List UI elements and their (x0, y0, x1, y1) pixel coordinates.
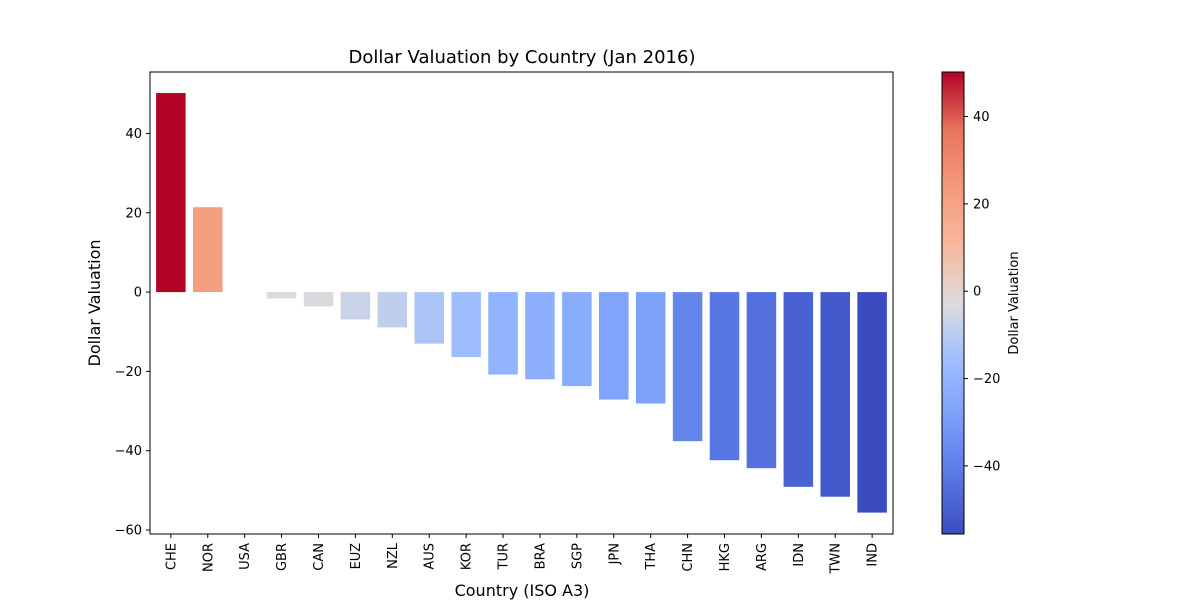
bar-idn (783, 292, 814, 487)
bar-nzl (377, 292, 408, 328)
bar-twn (820, 292, 850, 497)
x-tick-label: USA (238, 543, 253, 570)
bar-tha (635, 292, 666, 404)
y-axis-label: Dollar Valuation (85, 239, 104, 366)
bar-euz (340, 292, 371, 320)
x-tick-label: IDN (792, 543, 807, 567)
bar-aus (414, 292, 444, 344)
x-tick-label: EUZ (349, 543, 364, 570)
bars-group (156, 93, 887, 513)
y-tick-label: −40 (115, 444, 142, 459)
plot-frame (149, 71, 894, 535)
bar-ind (857, 292, 887, 513)
bar-chn (672, 292, 703, 442)
colorbar-tick-label: −20 (973, 372, 1000, 387)
x-tick-label: TWN (829, 543, 844, 575)
x-tick-label: IND (866, 543, 881, 567)
x-axis-label: Country (ISO A3) (455, 581, 590, 600)
chart-title: Dollar Valuation by Country (Jan 2016) (349, 47, 696, 68)
x-tick-label: JPN (607, 543, 622, 565)
x-tick-label: KOR (460, 543, 475, 570)
bar-sgp (562, 292, 592, 387)
colorbar (941, 71, 965, 535)
y-axis-ticks: −60 −40 −20 0 20 40 (115, 127, 150, 539)
x-tick-label: TUR (497, 543, 512, 571)
bar-can (303, 292, 334, 307)
bar-bra (525, 292, 555, 380)
y-tick-label: 20 (125, 206, 142, 221)
x-tick-label: SGP (570, 543, 585, 569)
x-tick-label: BRA (533, 543, 548, 569)
colorbar-tick-label: 40 (973, 110, 990, 125)
x-tick-label: NOR (201, 543, 216, 572)
bar-arg (746, 292, 777, 469)
x-tick-label: THA (644, 543, 659, 571)
x-tick-label: CHN (681, 543, 696, 572)
bar-nor (193, 207, 223, 293)
bar-gbr (266, 292, 297, 299)
x-tick-label: AUS (423, 543, 438, 570)
x-axis-ticks: CHE NOR USA GBR CAN EUZ NZL AUS KOR TUR BRA SGP JPN T… (164, 534, 881, 575)
x-tick-label: CAN (312, 543, 327, 571)
x-tick-label: ARG (755, 543, 770, 571)
bar-jpn (599, 292, 629, 400)
colorbar-tick-label: 0 (973, 285, 981, 300)
colorbar-tick-label: 20 (973, 197, 990, 212)
x-tick-label: NZL (386, 542, 401, 569)
bar-hkg (709, 292, 740, 461)
y-tick-label: −20 (115, 365, 142, 380)
x-tick-label: GBR (275, 543, 290, 571)
bar-tur (488, 292, 518, 375)
bar-che (156, 93, 186, 293)
y-tick-label: −60 (115, 524, 142, 539)
colorbar-ticks: −40 −20 0 20 40 (964, 110, 1000, 474)
x-tick-label: CHE (164, 543, 179, 570)
bar-kor (451, 292, 481, 358)
y-tick-label: 0 (134, 286, 142, 301)
colorbar-label: Dollar Valuation (1007, 251, 1022, 354)
x-tick-label: HKG (718, 543, 733, 571)
colorbar-tick-label: −40 (973, 459, 1000, 474)
y-tick-label: 40 (125, 127, 142, 142)
